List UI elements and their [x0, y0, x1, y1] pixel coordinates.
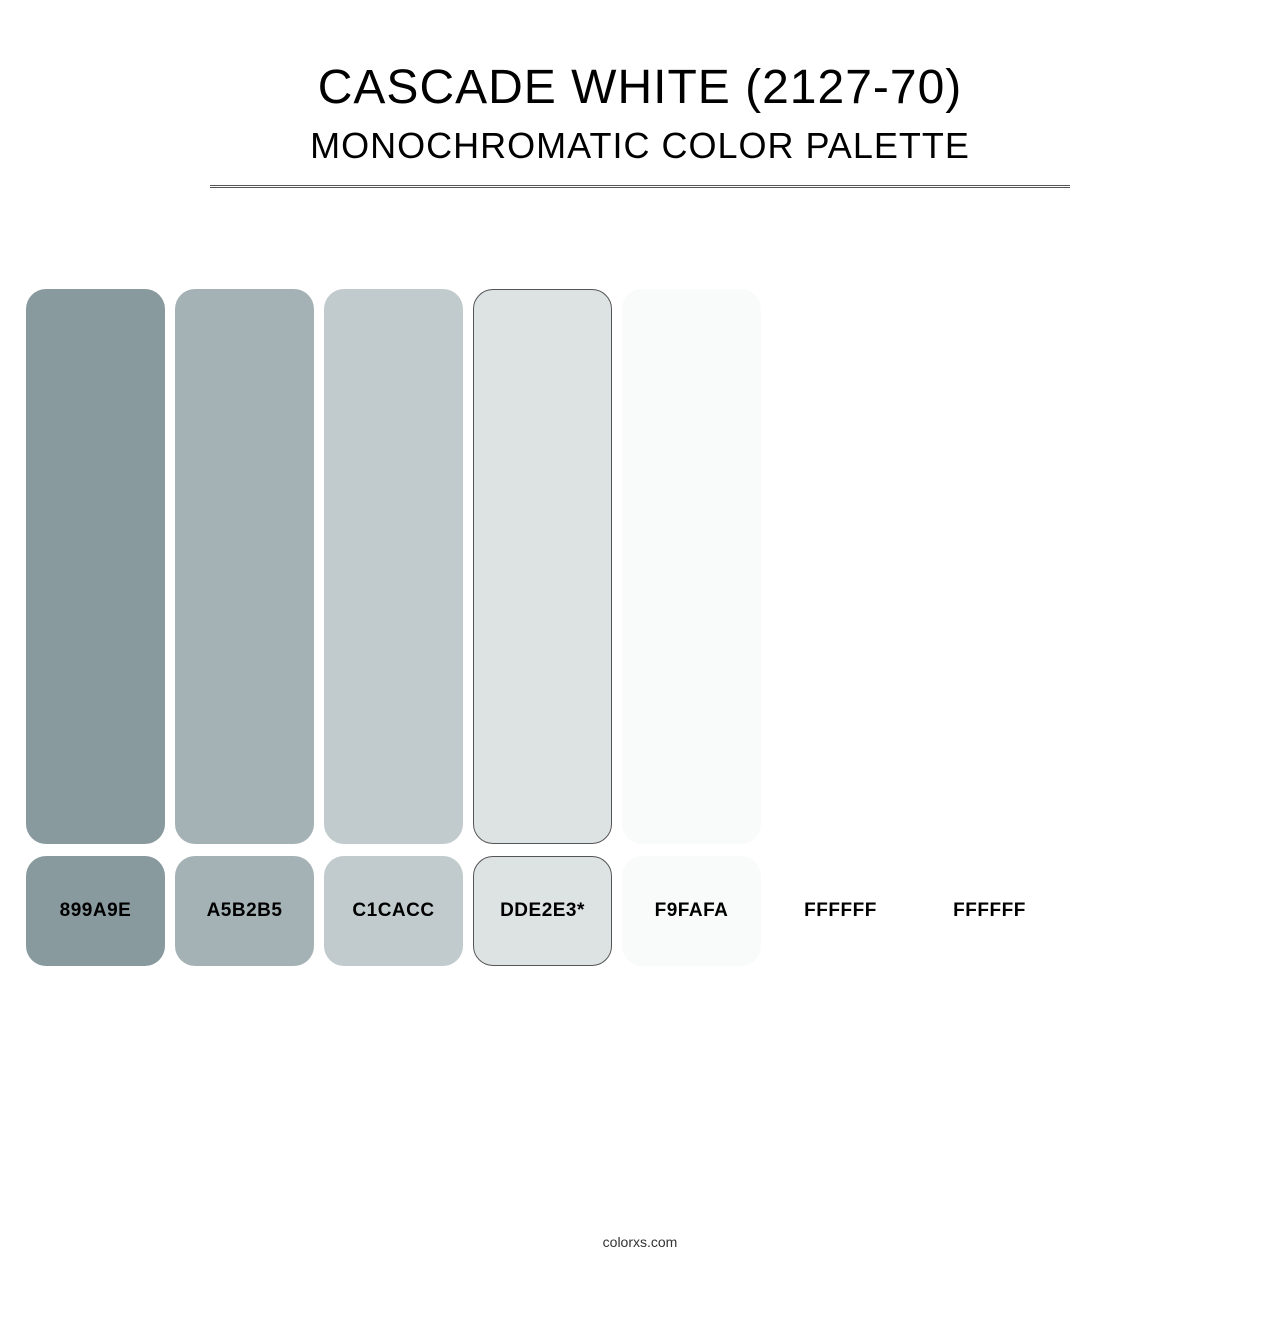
page-subtitle: MONOCHROMATIC COLOR PALETTE	[210, 125, 1070, 167]
hex-label: C1CACC	[352, 900, 434, 922]
swatch-short: 899A9E	[26, 856, 165, 966]
swatch-tall	[473, 289, 612, 844]
footer-credit: colorxs.com	[0, 1234, 1280, 1250]
swatch-short: F9FAFA	[622, 856, 761, 966]
hex-label: A5B2B5	[207, 900, 283, 922]
swatch-column: FFFFFF	[771, 289, 910, 966]
swatch-short: FFFFFF	[771, 856, 910, 966]
swatch-column: DDE2E3*	[473, 289, 612, 966]
swatch-column: F9FAFA	[622, 289, 761, 966]
swatch-tall	[771, 289, 910, 844]
hex-label: F9FAFA	[655, 900, 729, 922]
swatch-tall	[26, 289, 165, 844]
swatch-column: 899A9E	[26, 289, 165, 966]
swatch-short: A5B2B5	[175, 856, 314, 966]
header-divider	[210, 185, 1070, 189]
hex-label: FFFFFF	[804, 900, 877, 922]
swatch-tall	[324, 289, 463, 844]
hex-label: DDE2E3*	[500, 900, 585, 922]
hex-label: FFFFFF	[953, 900, 1026, 922]
swatch-tall	[920, 289, 1059, 844]
swatch-column: FFFFFF	[920, 289, 1059, 966]
swatch-short: C1CACC	[324, 856, 463, 966]
palette-container: 899A9E A5B2B5 C1CACC DDE2E3* F9FAFA FFFF…	[0, 289, 1280, 966]
swatch-tall	[622, 289, 761, 844]
swatch-short: FFFFFF	[920, 856, 1059, 966]
hex-label: 899A9E	[60, 900, 132, 922]
swatch-column: A5B2B5	[175, 289, 314, 966]
swatch-tall	[175, 289, 314, 844]
swatch-column: C1CACC	[324, 289, 463, 966]
header: CASCADE WHITE (2127-70) MONOCHROMATIC CO…	[210, 0, 1070, 189]
page-title: CASCADE WHITE (2127-70)	[210, 60, 1070, 115]
swatch-short: DDE2E3*	[473, 856, 612, 966]
